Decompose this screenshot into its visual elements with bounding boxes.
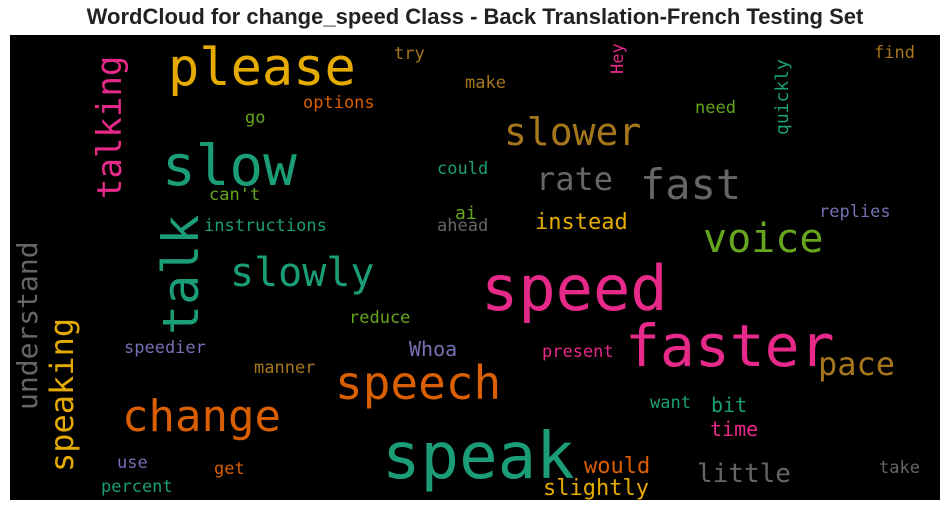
word-make: make [465,73,506,93]
word-use: use [117,453,148,473]
word-speedier: speedier [124,338,206,358]
word-speaking: speaking [43,318,81,472]
word-can-t: can't [209,185,260,205]
word-slowly: slowly [230,250,375,296]
word-instructions: instructions [204,216,327,236]
word-slower: slower [504,110,641,154]
word-slightly: slightly [543,476,649,500]
word-reduce: reduce [349,308,410,328]
word-whoa: Whoa [409,337,457,361]
word-replies: replies [819,202,891,222]
word-fast: fast [640,160,741,209]
word-find: find [874,43,915,63]
word-little: little [697,459,791,489]
word-go: go [245,108,265,128]
word-ahead: ahead [437,216,488,236]
cloud-background [10,35,940,500]
word-take: take [879,458,920,478]
word-voice: voice [703,216,823,262]
word-hey: Hey [608,43,628,74]
word-options: options [303,93,375,113]
word-try: try [394,44,425,64]
word-could: could [437,159,488,179]
word-slow: slow [162,134,297,199]
word-understand: understand [11,241,44,410]
word-ai: ai [455,203,477,224]
word-percent: percent [101,477,173,497]
word-would: would [584,454,650,479]
word-talk: talk [152,215,210,335]
word-pace: pace [818,345,895,383]
word-time: time [710,417,758,441]
word-change: change [122,391,281,442]
word-present: present [542,342,614,362]
word-need: need [695,98,736,118]
word-instead: instead [535,210,628,235]
word-want: want [650,393,691,413]
word-bit: bit [711,393,747,417]
word-manner: manner [254,358,315,378]
word-quickly: quickly [772,59,793,135]
word-speak: speak [382,420,575,494]
word-talking: talking [90,56,130,199]
word-please: please [168,38,356,98]
word-rate: rate [536,160,613,198]
chart-title: WordCloud for change_speed Class - Back … [86,4,864,29]
word-speech: speech [335,356,501,410]
word-faster: faster [625,312,835,380]
word-speed: speed [481,252,668,325]
word-get: get [214,459,245,479]
